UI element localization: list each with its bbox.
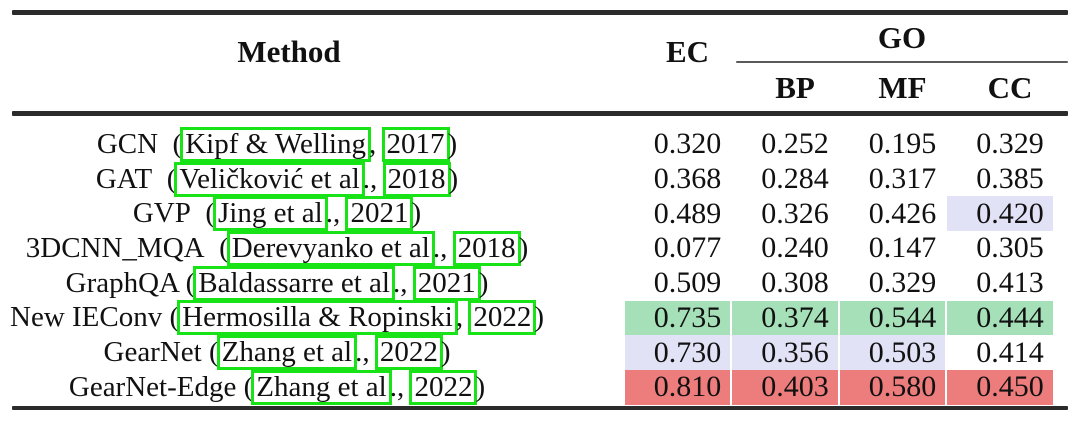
- citation-separator: .,: [392, 266, 415, 299]
- method-label: 3DCNN_MQA (: [25, 231, 229, 264]
- method-label: GAT (: [95, 162, 177, 195]
- mf-value-cell: 0.329: [868, 266, 937, 300]
- citation-author-link[interactable]: Zhang et al: [216, 335, 358, 371]
- citation-year-link[interactable]: 2021: [345, 196, 414, 232]
- mf-value-cell: 0.544: [840, 300, 945, 336]
- table-row: GearNet (Zhang et al., 2022) 0.730 0.356…: [0, 335, 1080, 371]
- cc-value-cell: 0.420: [947, 196, 1053, 232]
- method-cell: GearNet (Zhang et al., 2022): [12, 335, 542, 371]
- column-header-method: Method: [237, 34, 341, 69]
- table-header-rule: [12, 111, 1068, 116]
- method-cell: GearNet-Edge (Zhang et al., 2022): [12, 369, 542, 405]
- method-label: GVP (: [132, 197, 216, 230]
- citation-separator: .,: [355, 336, 377, 369]
- mf-value-cell: 0.503: [840, 335, 945, 370]
- method-label-suffix: ): [448, 162, 459, 195]
- method-label-suffix: ): [440, 336, 451, 369]
- mf-value-cell: 0.195: [868, 127, 937, 161]
- ec-value-cell: 0.320: [653, 127, 722, 161]
- mf-value-cell: 0.426: [868, 196, 937, 230]
- table-row: GAT (Veličković et al., 2018) 0.368 0.28…: [0, 161, 1080, 197]
- bp-value-cell: 0.374: [732, 300, 838, 336]
- bp-value-cell: 0.240: [761, 231, 829, 265]
- column-header-cc: CC: [987, 70, 1033, 105]
- citation-year-link[interactable]: 2017: [381, 126, 450, 162]
- method-cell: GAT (Veličković et al., 2018): [12, 161, 542, 197]
- cc-value-cell: 0.414: [976, 335, 1044, 369]
- ec-value-cell: 0.509: [653, 266, 722, 300]
- ec-value-cell: 0.730: [625, 335, 730, 370]
- mf-value-cell: 0.147: [868, 231, 937, 265]
- bp-value-cell: 0.284: [761, 162, 829, 196]
- cc-value-cell: 0.385: [976, 162, 1044, 196]
- table-top-rule: [12, 10, 1068, 15]
- column-header-ec: EC: [665, 34, 710, 69]
- bp-value-cell: 0.356: [732, 335, 838, 370]
- method-cell: GCN (Kipf & Welling, 2017): [12, 126, 542, 162]
- bp-value-cell: 0.252: [761, 127, 829, 161]
- cc-value-cell: 0.305: [976, 231, 1044, 265]
- citation-separator: .,: [389, 370, 412, 403]
- method-cell: 3DCNN_MQA (Derevyanko et al., 2018): [12, 230, 542, 266]
- citation-author-link[interactable]: Hermosilla & Ropinski: [177, 300, 458, 336]
- bp-value-cell: 0.308: [761, 266, 829, 300]
- citation-year-link[interactable]: 2018: [382, 161, 451, 197]
- column-header-bp: BP: [775, 70, 815, 105]
- citation-separator: .,: [325, 197, 348, 230]
- go-column-group-rule: [736, 61, 1068, 63]
- citation-year-link[interactable]: 2022: [468, 300, 537, 336]
- citation-author-link[interactable]: Derevyanko et al: [226, 230, 435, 266]
- method-cell: GraphQA (Baldassarre et al., 2021): [12, 265, 542, 301]
- table-row: 3DCNN_MQA (Derevyanko et al., 2018) 0.07…: [0, 230, 1080, 266]
- method-cell: GVP (Jing et al., 2021): [12, 196, 542, 232]
- citation-separator: ,: [455, 301, 471, 334]
- citation-year-link[interactable]: 2021: [412, 265, 481, 301]
- method-label-suffix: ): [478, 266, 489, 299]
- citation-separator: ,: [369, 127, 384, 160]
- column-header-go: GO: [877, 20, 927, 55]
- table-row: GearNet-Edge (Zhang et al., 2022) 0.810 …: [0, 369, 1080, 405]
- citation-year-link[interactable]: 2018: [452, 230, 521, 266]
- bp-value-cell: 0.326: [761, 196, 829, 230]
- column-header-mf: MF: [878, 70, 927, 105]
- citation-author-link[interactable]: Zhang et al: [251, 369, 392, 405]
- ec-value-cell: 0.810: [625, 369, 730, 405]
- bp-value-cell: 0.403: [732, 369, 838, 405]
- cc-value-cell: 0.444: [947, 300, 1053, 336]
- citation-author-link[interactable]: Baldassarre et al: [193, 265, 395, 301]
- citation-author-link[interactable]: Jing et al: [213, 196, 328, 232]
- method-label-suffix: ): [518, 231, 529, 264]
- citation-year-link[interactable]: 2022: [409, 369, 478, 405]
- method-label-suffix: ): [447, 127, 458, 160]
- table-row: GCN (Kipf & Welling, 2017) 0.320 0.252 0…: [0, 126, 1080, 162]
- method-label: New IEConv (: [10, 301, 180, 334]
- method-cell: New IEConv (Hermosilla & Ropinski, 2022): [10, 300, 544, 336]
- method-label-suffix: ): [475, 370, 486, 403]
- ec-value-cell: 0.735: [625, 300, 730, 336]
- table-bottom-rule: [12, 406, 1068, 410]
- mf-value-cell: 0.580: [840, 369, 945, 405]
- ec-value-cell: 0.368: [653, 162, 722, 196]
- citation-separator: .,: [362, 162, 385, 195]
- citation-author-link[interactable]: Kipf & Welling: [180, 126, 371, 162]
- method-label: GearNet-Edge (: [68, 370, 254, 403]
- ec-value-cell: 0.489: [653, 196, 722, 230]
- ec-value-cell: 0.077: [653, 231, 722, 265]
- mf-value-cell: 0.317: [868, 162, 937, 196]
- cc-value-cell: 0.413: [976, 266, 1044, 300]
- cc-value-cell: 0.450: [947, 369, 1053, 405]
- table-row: GVP (Jing et al., 2021) 0.489 0.326 0.42…: [0, 196, 1080, 232]
- citation-year-link[interactable]: 2022: [374, 335, 443, 371]
- method-label: GCN (: [96, 127, 183, 160]
- method-label: GraphQA (: [65, 266, 196, 299]
- citation-separator: .,: [432, 231, 455, 264]
- method-label: GearNet (: [103, 336, 219, 369]
- table-row: GraphQA (Baldassarre et al., 2021) 0.509…: [0, 265, 1080, 301]
- cc-value-cell: 0.329: [976, 127, 1044, 161]
- method-label-suffix: ): [534, 301, 544, 334]
- table-row: New IEConv (Hermosilla & Ropinski, 2022)…: [0, 300, 1080, 336]
- method-label-suffix: ): [411, 197, 422, 230]
- citation-author-link[interactable]: Veličković et al: [174, 161, 365, 197]
